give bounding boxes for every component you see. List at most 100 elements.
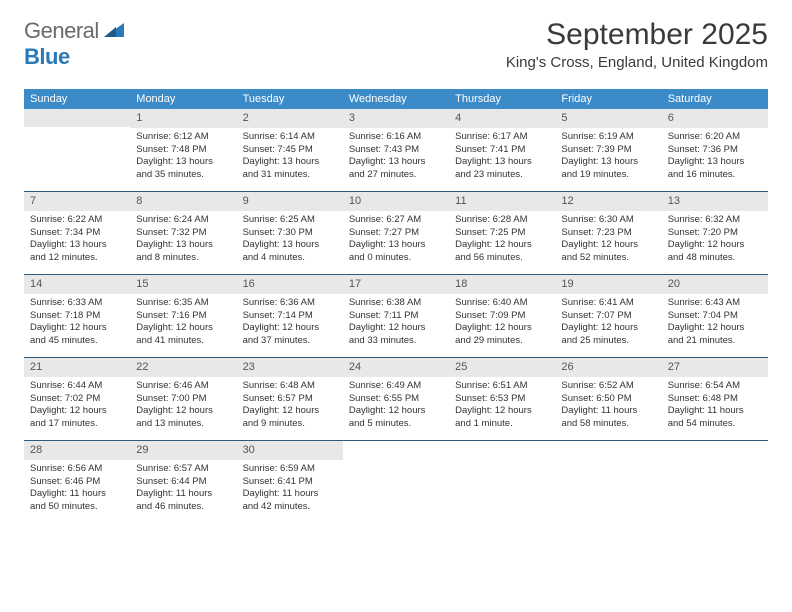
day-cell bbox=[662, 441, 768, 523]
day-cell: 9Sunrise: 6:25 AMSunset: 7:30 PMDaylight… bbox=[237, 192, 343, 274]
day-cell: 21Sunrise: 6:44 AMSunset: 7:02 PMDayligh… bbox=[24, 358, 130, 440]
day-sunset: Sunset: 7:18 PM bbox=[30, 310, 124, 323]
day-sunset: Sunset: 7:23 PM bbox=[561, 227, 655, 240]
day-daylight2: and 13 minutes. bbox=[136, 418, 230, 431]
day-number: 8 bbox=[130, 192, 236, 211]
day-daylight2: and 58 minutes. bbox=[561, 418, 655, 431]
day-body: Sunrise: 6:16 AMSunset: 7:43 PMDaylight:… bbox=[343, 128, 449, 188]
day-sunset: Sunset: 6:57 PM bbox=[243, 393, 337, 406]
day-sunrise: Sunrise: 6:48 AM bbox=[243, 380, 337, 393]
day-body: Sunrise: 6:51 AMSunset: 6:53 PMDaylight:… bbox=[449, 377, 555, 437]
day-body: Sunrise: 6:49 AMSunset: 6:55 PMDaylight:… bbox=[343, 377, 449, 437]
header: General September 2025 King's Cross, Eng… bbox=[0, 0, 792, 81]
day-daylight2: and 17 minutes. bbox=[30, 418, 124, 431]
day-daylight1: Daylight: 12 hours bbox=[561, 322, 655, 335]
day-number: 7 bbox=[24, 192, 130, 211]
calendar: Sunday Monday Tuesday Wednesday Thursday… bbox=[24, 89, 768, 523]
day-daylight1: Daylight: 11 hours bbox=[668, 405, 762, 418]
day-daylight1: Daylight: 13 hours bbox=[30, 239, 124, 252]
day-sunset: Sunset: 7:00 PM bbox=[136, 393, 230, 406]
day-daylight1: Daylight: 13 hours bbox=[243, 239, 337, 252]
day-number: 9 bbox=[237, 192, 343, 211]
day-body: Sunrise: 6:57 AMSunset: 6:44 PMDaylight:… bbox=[130, 460, 236, 520]
dayhead-sun: Sunday bbox=[24, 89, 130, 109]
day-number: 26 bbox=[555, 358, 661, 377]
weeks-container: 1Sunrise: 6:12 AMSunset: 7:48 PMDaylight… bbox=[24, 109, 768, 523]
day-sunrise: Sunrise: 6:14 AM bbox=[243, 131, 337, 144]
day-number: 2 bbox=[237, 109, 343, 128]
day-daylight2: and 50 minutes. bbox=[30, 501, 124, 514]
day-daylight2: and 5 minutes. bbox=[349, 418, 443, 431]
day-sunset: Sunset: 7:20 PM bbox=[668, 227, 762, 240]
day-daylight1: Daylight: 12 hours bbox=[455, 405, 549, 418]
day-daylight2: and 35 minutes. bbox=[136, 169, 230, 182]
day-number: 11 bbox=[449, 192, 555, 211]
day-number: 14 bbox=[24, 275, 130, 294]
day-body: Sunrise: 6:59 AMSunset: 6:41 PMDaylight:… bbox=[237, 460, 343, 520]
day-daylight2: and 56 minutes. bbox=[455, 252, 549, 265]
day-daylight2: and 8 minutes. bbox=[136, 252, 230, 265]
day-daylight1: Daylight: 13 hours bbox=[349, 239, 443, 252]
day-daylight1: Daylight: 12 hours bbox=[455, 322, 549, 335]
day-cell: 30Sunrise: 6:59 AMSunset: 6:41 PMDayligh… bbox=[237, 441, 343, 523]
day-cell: 17Sunrise: 6:38 AMSunset: 7:11 PMDayligh… bbox=[343, 275, 449, 357]
day-daylight1: Daylight: 12 hours bbox=[668, 322, 762, 335]
day-daylight1: Daylight: 12 hours bbox=[455, 239, 549, 252]
day-cell bbox=[343, 441, 449, 523]
day-daylight2: and 23 minutes. bbox=[455, 169, 549, 182]
week-row: 21Sunrise: 6:44 AMSunset: 7:02 PMDayligh… bbox=[24, 358, 768, 441]
day-sunrise: Sunrise: 6:35 AM bbox=[136, 297, 230, 310]
dayhead-sat: Saturday bbox=[662, 89, 768, 109]
day-number: 22 bbox=[130, 358, 236, 377]
day-cell bbox=[449, 441, 555, 523]
day-number: 16 bbox=[237, 275, 343, 294]
day-sunrise: Sunrise: 6:56 AM bbox=[30, 463, 124, 476]
day-sunrise: Sunrise: 6:17 AM bbox=[455, 131, 549, 144]
day-sunset: Sunset: 7:04 PM bbox=[668, 310, 762, 323]
day-body: Sunrise: 6:32 AMSunset: 7:20 PMDaylight:… bbox=[662, 211, 768, 271]
day-cell: 3Sunrise: 6:16 AMSunset: 7:43 PMDaylight… bbox=[343, 109, 449, 191]
day-sunrise: Sunrise: 6:33 AM bbox=[30, 297, 124, 310]
day-cell: 2Sunrise: 6:14 AMSunset: 7:45 PMDaylight… bbox=[237, 109, 343, 191]
day-sunset: Sunset: 7:09 PM bbox=[455, 310, 549, 323]
day-daylight1: Daylight: 11 hours bbox=[136, 488, 230, 501]
day-daylight2: and 4 minutes. bbox=[243, 252, 337, 265]
day-cell: 29Sunrise: 6:57 AMSunset: 6:44 PMDayligh… bbox=[130, 441, 236, 523]
day-number: 15 bbox=[130, 275, 236, 294]
day-sunrise: Sunrise: 6:43 AM bbox=[668, 297, 762, 310]
day-daylight2: and 1 minute. bbox=[455, 418, 549, 431]
day-sunset: Sunset: 7:25 PM bbox=[455, 227, 549, 240]
day-daylight2: and 45 minutes. bbox=[30, 335, 124, 348]
day-sunrise: Sunrise: 6:38 AM bbox=[349, 297, 443, 310]
day-daylight1: Daylight: 13 hours bbox=[455, 156, 549, 169]
day-cell: 5Sunrise: 6:19 AMSunset: 7:39 PMDaylight… bbox=[555, 109, 661, 191]
day-sunset: Sunset: 6:48 PM bbox=[668, 393, 762, 406]
day-sunset: Sunset: 7:27 PM bbox=[349, 227, 443, 240]
week-row: 1Sunrise: 6:12 AMSunset: 7:48 PMDaylight… bbox=[24, 109, 768, 192]
day-body: Sunrise: 6:20 AMSunset: 7:36 PMDaylight:… bbox=[662, 128, 768, 188]
day-body: Sunrise: 6:46 AMSunset: 7:00 PMDaylight:… bbox=[130, 377, 236, 437]
day-number: 25 bbox=[449, 358, 555, 377]
day-sunset: Sunset: 6:44 PM bbox=[136, 476, 230, 489]
day-daylight1: Daylight: 12 hours bbox=[136, 405, 230, 418]
day-sunset: Sunset: 7:32 PM bbox=[136, 227, 230, 240]
day-number: 30 bbox=[237, 441, 343, 460]
logo-blue: Blue bbox=[24, 44, 70, 69]
day-sunset: Sunset: 7:34 PM bbox=[30, 227, 124, 240]
day-cell: 20Sunrise: 6:43 AMSunset: 7:04 PMDayligh… bbox=[662, 275, 768, 357]
week-row: 7Sunrise: 6:22 AMSunset: 7:34 PMDaylight… bbox=[24, 192, 768, 275]
day-number: 3 bbox=[343, 109, 449, 128]
day-daylight2: and 25 minutes. bbox=[561, 335, 655, 348]
week-row: 28Sunrise: 6:56 AMSunset: 6:46 PMDayligh… bbox=[24, 441, 768, 523]
day-daylight2: and 31 minutes. bbox=[243, 169, 337, 182]
day-body: Sunrise: 6:27 AMSunset: 7:27 PMDaylight:… bbox=[343, 211, 449, 271]
day-daylight2: and 19 minutes. bbox=[561, 169, 655, 182]
day-body: Sunrise: 6:35 AMSunset: 7:16 PMDaylight:… bbox=[130, 294, 236, 354]
day-cell: 22Sunrise: 6:46 AMSunset: 7:00 PMDayligh… bbox=[130, 358, 236, 440]
day-body: Sunrise: 6:24 AMSunset: 7:32 PMDaylight:… bbox=[130, 211, 236, 271]
day-daylight2: and 0 minutes. bbox=[349, 252, 443, 265]
day-daylight1: Daylight: 13 hours bbox=[349, 156, 443, 169]
day-sunset: Sunset: 7:45 PM bbox=[243, 144, 337, 157]
day-body: Sunrise: 6:19 AMSunset: 7:39 PMDaylight:… bbox=[555, 128, 661, 188]
day-body: Sunrise: 6:33 AMSunset: 7:18 PMDaylight:… bbox=[24, 294, 130, 354]
